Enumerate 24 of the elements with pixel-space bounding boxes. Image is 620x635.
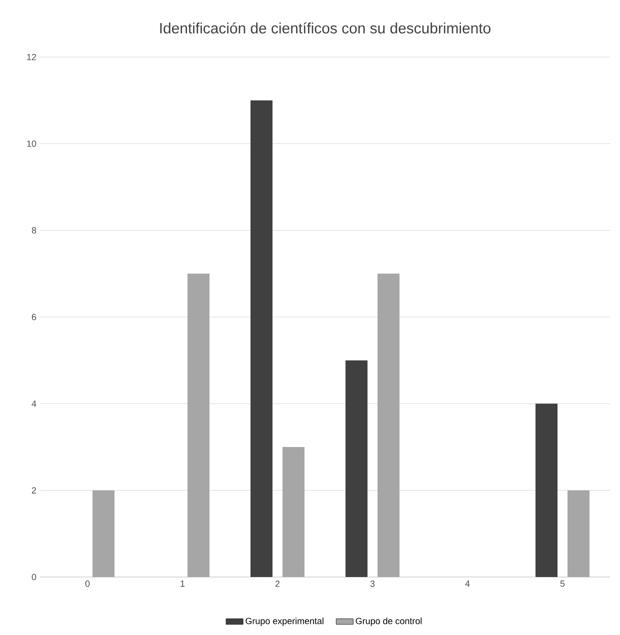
y-tick-label: 8 [32,227,36,234]
bar [568,490,590,577]
chart-title: Identificación de científicos con su descubrimiento [160,22,490,34]
bar [92,490,114,577]
y-tick-label: 12 [27,54,36,60]
legend-label: Grupo experimental [246,618,324,626]
x-tick-label: 1 [180,580,185,587]
bar [536,404,558,577]
x-tick-label: 2 [275,580,280,587]
y-tick-label: 6 [32,314,36,320]
legend-label: Grupo de control [356,618,422,626]
bar [378,274,400,577]
y-tick-label: 2 [32,487,36,494]
x-tick-label: 4 [465,580,470,587]
bar [346,360,368,577]
x-tick-label: 3 [370,580,375,587]
y-tick-label: 0 [32,574,36,580]
x-tick-label: 5 [560,580,565,587]
y-tick-label: 10 [27,140,36,147]
bar [282,447,304,577]
y-tick-label: 4 [32,400,36,407]
x-tick-label: 0 [85,580,90,587]
bar [188,274,210,577]
bar [250,100,272,577]
